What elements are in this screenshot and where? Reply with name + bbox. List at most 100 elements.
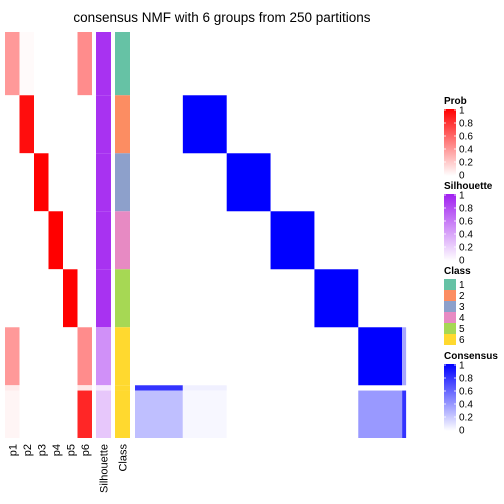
silhouette-cell xyxy=(96,269,111,328)
consensus-block xyxy=(270,211,315,270)
silhouette-cell xyxy=(96,32,111,96)
prob-column-label: p4 xyxy=(51,444,63,456)
class-cell xyxy=(115,327,130,386)
prob-cell xyxy=(63,327,78,386)
legend-tick-label: 0.2 xyxy=(459,413,473,424)
class-annotation xyxy=(115,32,130,438)
prob-cell xyxy=(19,211,34,270)
prob-cell xyxy=(19,327,34,386)
legend-tick-label: 0 xyxy=(459,426,465,437)
prob-cell xyxy=(77,153,92,212)
consensus-block xyxy=(402,327,407,386)
consensus-block xyxy=(402,390,407,438)
class-legend-swatch xyxy=(444,334,456,345)
prob-cell xyxy=(77,269,92,328)
prob-cell xyxy=(34,95,49,154)
legend-tick-label: 0.2 xyxy=(459,243,473,254)
silhouette-cell xyxy=(96,327,111,386)
consensus-matrix xyxy=(135,32,407,438)
prob-cell xyxy=(34,269,49,328)
prob-cell xyxy=(48,385,63,391)
consensus-block xyxy=(226,153,271,212)
class-cell xyxy=(115,32,130,96)
prob-cell xyxy=(34,390,49,438)
prob-cell xyxy=(77,32,92,96)
legend-title: Consensus xyxy=(444,351,498,362)
legend-title: Prob xyxy=(444,96,467,107)
legend-tick-label: 0 xyxy=(459,171,465,182)
silhouette-annotation xyxy=(96,32,111,438)
prob-cell xyxy=(48,32,63,96)
prob-cell xyxy=(5,269,20,328)
class-legend-label: 1 xyxy=(459,280,465,291)
prob-cell xyxy=(77,327,92,386)
legend-tick-label: 1 xyxy=(459,191,465,202)
legend-title: Silhouette xyxy=(444,181,493,192)
column-labels: p1 p2 p3 p4 p5 p6 Silhouette Class xyxy=(7,444,129,493)
class-legend-swatch xyxy=(444,301,456,312)
prob-cell xyxy=(19,153,34,212)
prob-cell xyxy=(5,385,20,391)
class-legend-swatch xyxy=(444,279,456,290)
legend-tick-label: 0.8 xyxy=(459,204,473,215)
legend-tick-label: 1 xyxy=(459,106,465,117)
class-legend-swatch xyxy=(444,323,456,334)
prob-cell xyxy=(19,385,34,391)
prob-cell xyxy=(48,269,63,328)
prob-cell xyxy=(77,95,92,154)
prob-cell xyxy=(63,153,78,212)
silhouette-cell xyxy=(96,385,111,391)
prob-cell xyxy=(48,390,63,438)
prob-cell xyxy=(34,153,49,212)
legend-tick-label: 0.8 xyxy=(459,119,473,130)
class-cell xyxy=(115,269,130,328)
consensus-block xyxy=(358,327,403,386)
class-cell xyxy=(115,390,130,438)
chart-title: consensus NMF with 6 groups from 250 par… xyxy=(73,10,370,25)
prob-cell xyxy=(77,211,92,270)
silhouette-cell xyxy=(96,390,111,438)
class-legend-label: 3 xyxy=(459,302,465,313)
class-legend-label: 4 xyxy=(459,313,465,324)
class-cell xyxy=(115,95,130,154)
prob-column-label: p5 xyxy=(65,444,77,456)
legend-tick-label: 0.4 xyxy=(459,145,473,156)
prob-cell xyxy=(19,269,34,328)
prob-cell xyxy=(63,390,78,438)
class-legend-swatch xyxy=(444,290,456,301)
class-column-label: Class xyxy=(118,444,130,472)
silhouette-cell xyxy=(96,211,111,270)
legend-tick-label: 0.6 xyxy=(459,217,473,228)
prob-cell xyxy=(5,211,20,270)
class-cell xyxy=(115,153,130,212)
consensus-block xyxy=(135,390,183,438)
prob-cell xyxy=(5,32,20,96)
legend-tick-label: 0.4 xyxy=(459,230,473,241)
silhouette-column-label: Silhouette xyxy=(99,444,111,493)
prob-cell xyxy=(34,327,49,386)
class-legend-label: 5 xyxy=(459,324,465,335)
silhouette-cell xyxy=(96,153,111,212)
class-legend-label: 2 xyxy=(459,291,465,302)
prob-cell xyxy=(34,385,49,391)
prob-cell xyxy=(48,95,63,154)
prob-cell xyxy=(34,211,49,270)
silhouette-cell xyxy=(96,95,111,154)
prob-cell xyxy=(34,32,49,96)
consensus-block xyxy=(358,390,403,438)
class-cell xyxy=(115,385,130,391)
prob-cell xyxy=(63,32,78,96)
legend-tick-label: 1 xyxy=(459,361,465,372)
prob-cell xyxy=(63,211,78,270)
legend-color-bar xyxy=(444,194,456,261)
consensus-block xyxy=(314,269,359,328)
prob-cell xyxy=(5,95,20,154)
consensus-block xyxy=(182,32,227,96)
prob-annotation xyxy=(5,32,92,438)
prob-column-label: p2 xyxy=(22,444,34,456)
prob-cell xyxy=(77,385,92,391)
consensus-block xyxy=(182,390,227,438)
prob-cell xyxy=(19,32,34,96)
class-cell xyxy=(115,211,130,270)
